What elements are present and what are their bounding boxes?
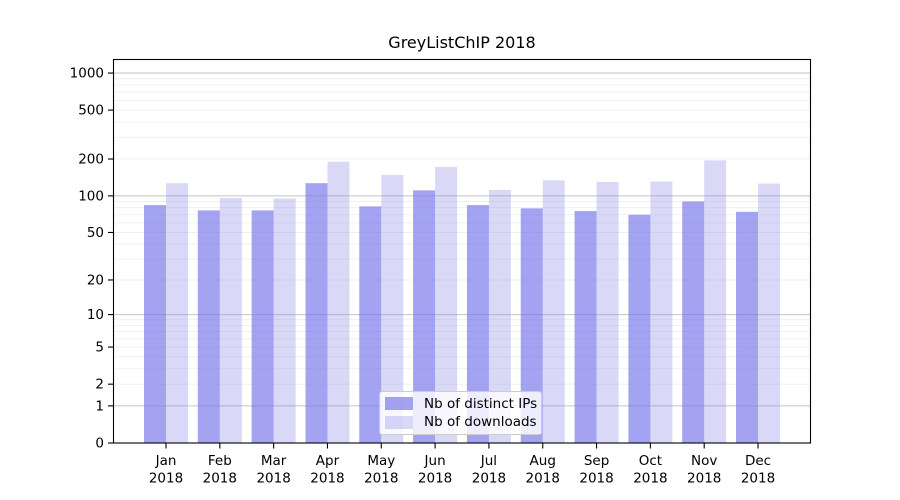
x-tick-label-year: 2018 bbox=[256, 471, 290, 487]
y-tick-label: 100 bbox=[78, 188, 104, 204]
x-tick-label-year: 2018 bbox=[364, 471, 398, 487]
x-tick-label-month: Apr bbox=[316, 453, 340, 469]
bar-distinct-ips-oct bbox=[628, 214, 651, 443]
legend-label-distinct-ips: Nb of distinct IPs bbox=[424, 395, 538, 412]
x-tick-label-year: 2018 bbox=[310, 471, 344, 487]
y-tick-label: 50 bbox=[87, 225, 104, 241]
plot-border bbox=[112, 58, 812, 444]
bar-downloads-may bbox=[381, 175, 404, 443]
bar-distinct-ips-nov bbox=[682, 201, 705, 443]
bar-distinct-ips-jul bbox=[466, 205, 489, 443]
x-tick-label-year: 2018 bbox=[418, 471, 452, 487]
chart-title: GreyListChIP 2018 bbox=[388, 33, 536, 52]
x-tick-label-month: Jan bbox=[155, 453, 177, 469]
bar-distinct-ips-dec bbox=[736, 211, 759, 443]
y-tick-label: 500 bbox=[78, 103, 104, 119]
legend-entry-downloads: Nb of downloads bbox=[385, 414, 537, 431]
bar-distinct-ips-jun bbox=[413, 190, 436, 443]
y-tick-label: 1000 bbox=[70, 66, 104, 82]
bar-downloads-nov bbox=[704, 160, 727, 444]
bar-downloads-apr bbox=[327, 161, 350, 443]
y-tick-label: 0 bbox=[95, 436, 104, 452]
bar-distinct-ips-jan bbox=[144, 205, 166, 443]
bar-downloads-aug bbox=[542, 180, 565, 444]
legend-entry-distinct-ips: Nb of distinct IPs bbox=[385, 395, 538, 412]
x-tick-label-year: 2018 bbox=[579, 471, 613, 487]
bar-downloads-oct bbox=[650, 181, 673, 443]
x-tick-label-year: 2018 bbox=[472, 471, 506, 487]
legend-swatch-distinct-ips bbox=[385, 397, 413, 411]
x-tick-label-month: Sep bbox=[584, 453, 609, 469]
y-tick-label: 5 bbox=[95, 340, 104, 356]
x-tick-label-year: 2018 bbox=[149, 471, 183, 487]
bar-distinct-ips-feb bbox=[197, 210, 220, 443]
legend-swatch-downloads bbox=[385, 415, 413, 429]
bar-downloads-dec bbox=[758, 183, 781, 443]
bar-distinct-ips-sep bbox=[574, 211, 597, 443]
bar-downloads-jun bbox=[435, 167, 458, 443]
y-tick-label: 20 bbox=[87, 272, 104, 288]
x-tick-label-year: 2018 bbox=[687, 471, 721, 487]
bar-distinct-ips-mar bbox=[251, 210, 274, 443]
bar-downloads-feb bbox=[219, 198, 242, 443]
bar-distinct-ips-may bbox=[359, 206, 382, 443]
y-tick-label: 10 bbox=[87, 307, 104, 323]
bar-distinct-ips-aug bbox=[520, 208, 543, 443]
x-tick-label-month: May bbox=[367, 453, 395, 469]
x-tick-label-year: 2018 bbox=[741, 471, 775, 487]
x-tick-label-year: 2018 bbox=[633, 471, 667, 487]
x-tick-label-year: 2018 bbox=[203, 471, 237, 487]
bar-downloads-jul bbox=[488, 189, 511, 443]
x-tick-label-month: Mar bbox=[261, 453, 287, 469]
x-tick-label-month: Feb bbox=[208, 453, 232, 469]
bar-downloads-mar bbox=[273, 198, 296, 443]
x-tick-label-month: Dec bbox=[745, 453, 771, 469]
x-tick-label-month: Jul bbox=[480, 453, 497, 469]
x-tick-label-month: Nov bbox=[691, 453, 717, 469]
y-tick-label: 2 bbox=[95, 377, 104, 393]
bar-downloads-sep bbox=[596, 181, 619, 444]
x-tick-label-month: Oct bbox=[639, 453, 662, 469]
legend-label-downloads: Nb of downloads bbox=[424, 414, 537, 431]
x-tick-label-month: Jun bbox=[424, 453, 446, 469]
y-tick-label: 200 bbox=[78, 152, 104, 168]
y-tick-label: 1 bbox=[95, 398, 104, 414]
bar-downloads-jan bbox=[166, 183, 188, 443]
bar-distinct-ips-apr bbox=[305, 183, 328, 443]
x-tick-label-month: Aug bbox=[530, 453, 556, 469]
legend: Nb of distinct IPs Nb of downloads bbox=[379, 391, 542, 435]
x-tick-label-year: 2018 bbox=[526, 471, 560, 487]
